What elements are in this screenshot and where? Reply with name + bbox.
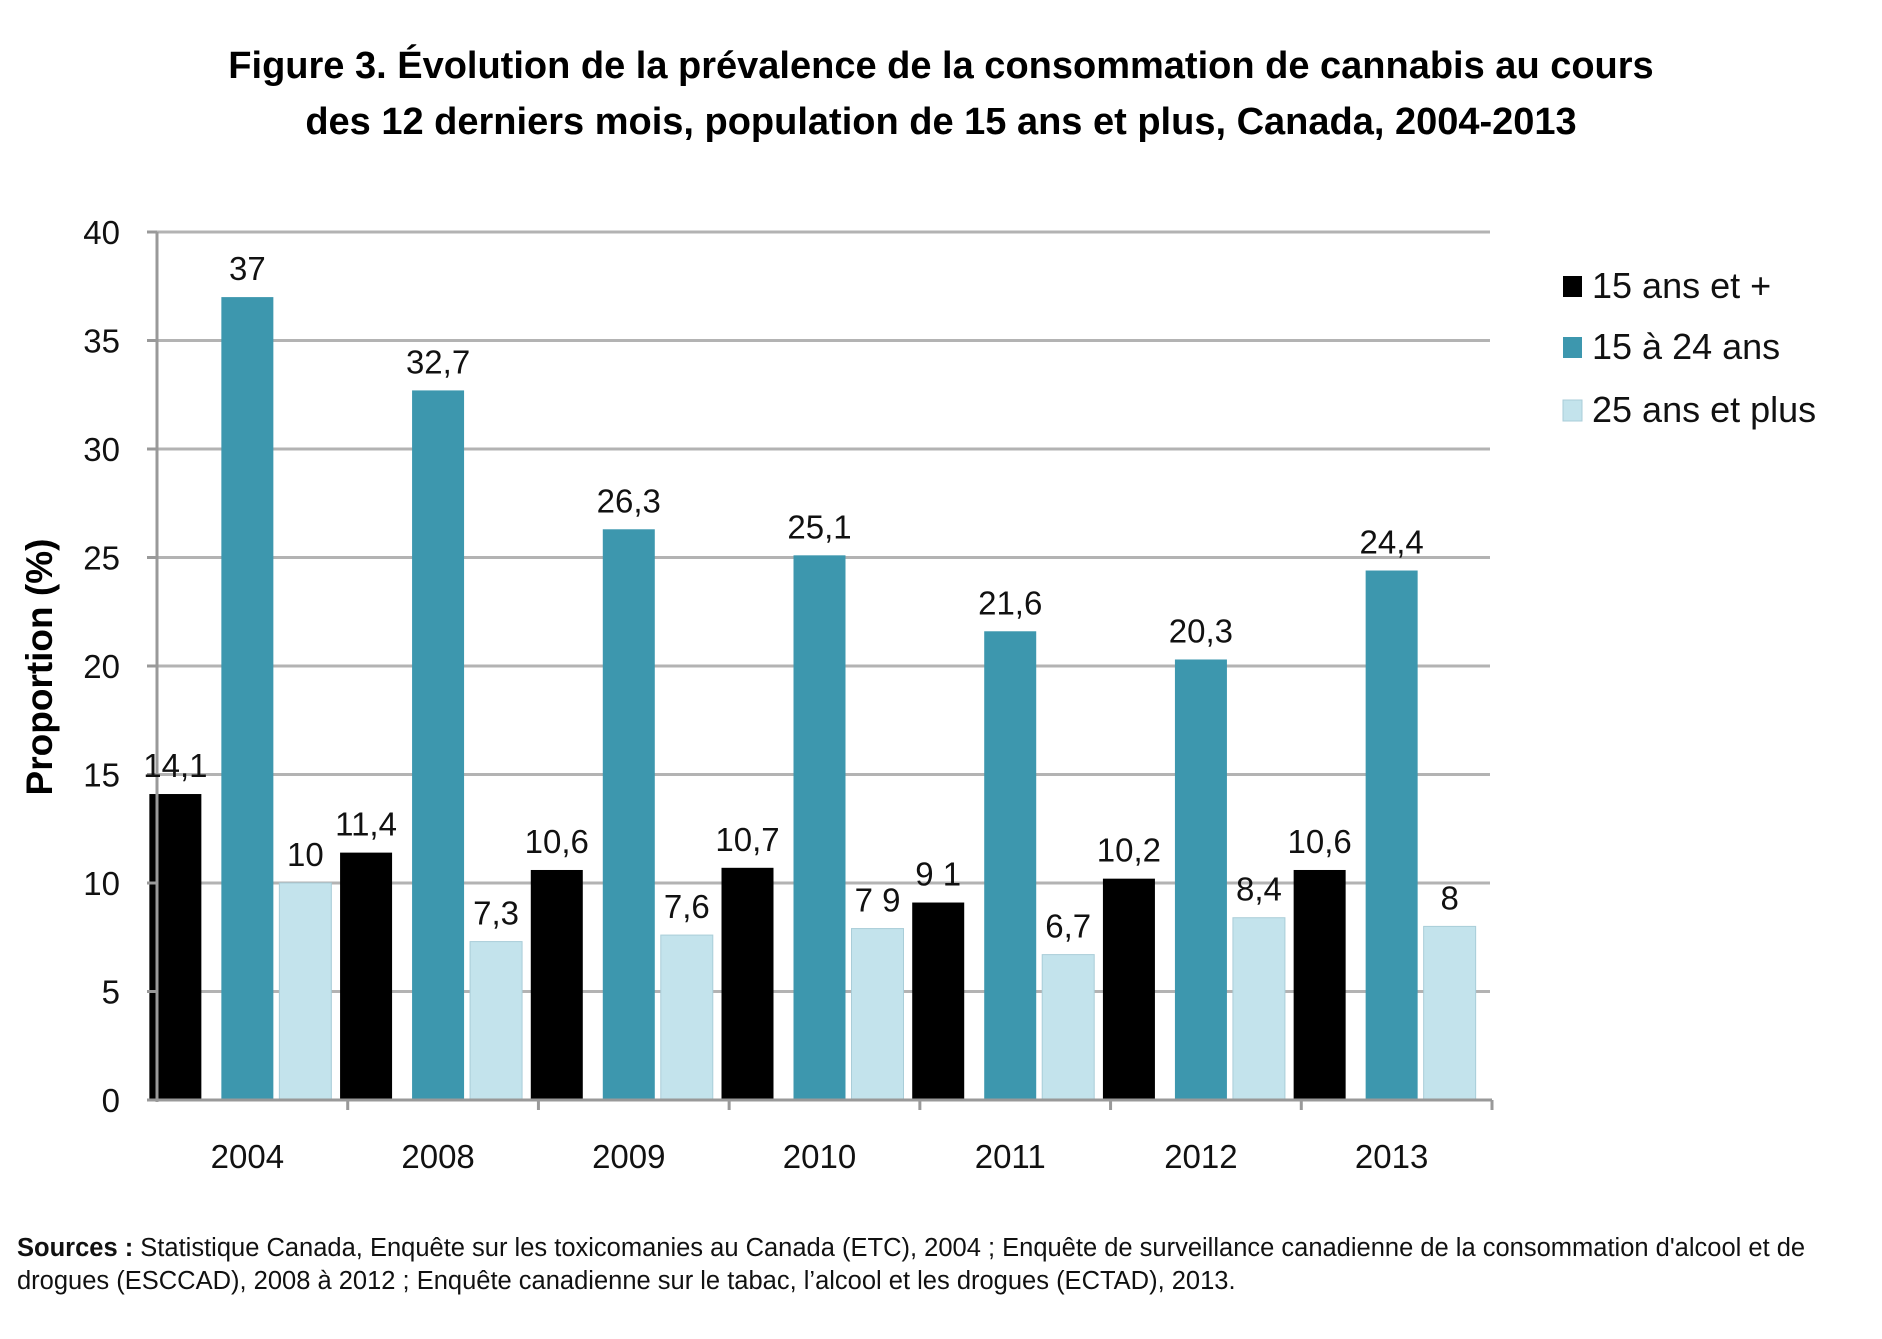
- bar: [721, 867, 774, 1100]
- data-label: 10,6: [1288, 823, 1352, 860]
- bar: [469, 941, 523, 1101]
- data-label: 25,1: [787, 508, 851, 545]
- chart-title-line1: Figure 3. Évolution de la prévalence de …: [228, 45, 1654, 87]
- data-label: 9 1: [915, 856, 961, 893]
- data-label: 7,3: [473, 895, 519, 932]
- y-tick-label: 5: [102, 974, 120, 1011]
- legend-label: 15 à 24 ans: [1592, 326, 1780, 367]
- y-tick-label: 35: [83, 323, 120, 360]
- y-tick-label: 15: [83, 757, 120, 794]
- y-tick-label: 10: [83, 865, 120, 902]
- legend-swatch: [1562, 399, 1583, 422]
- bar: [1232, 917, 1286, 1101]
- axes: 0 5 10 15 20 25 30 35 40 Proportion (%) 2004 2008 20…: [19, 214, 1494, 1175]
- data-label: 32,7: [406, 343, 470, 380]
- bar: [912, 902, 965, 1100]
- legend-swatch: [1563, 276, 1582, 297]
- data-label: 6,7: [1045, 908, 1091, 945]
- x-tick-label: 2011: [975, 1138, 1046, 1175]
- x-tick-label: 2012: [1164, 1138, 1237, 1175]
- x-tick-label: 2009: [592, 1138, 665, 1175]
- data-label: 10: [287, 836, 324, 873]
- bar: [984, 631, 1037, 1100]
- data-label: 10,6: [525, 823, 589, 860]
- data-label: 10,7: [715, 821, 779, 858]
- bar: [340, 852, 393, 1100]
- y-tick-label: 25: [83, 540, 120, 577]
- bar: [851, 928, 904, 1101]
- bars: [149, 297, 1477, 1101]
- sources-text: Statistique Canada, Enquête sur les toxi…: [17, 1234, 1806, 1295]
- bar: [1102, 878, 1155, 1100]
- bar: [1423, 925, 1477, 1101]
- bar: [530, 869, 583, 1100]
- bar: [660, 934, 714, 1101]
- bar: [1041, 954, 1095, 1101]
- bar: [793, 555, 846, 1100]
- chart-title: Figure 3. Évolution de la prévalence de …: [0, 38, 1882, 150]
- x-tick-label: 2004: [211, 1138, 284, 1175]
- legend-label: 25 ans et plus: [1592, 389, 1816, 430]
- data-label: 8,4: [1236, 871, 1282, 908]
- sources-note: Sources : Statistique Canada, Enquête su…: [17, 1232, 1877, 1298]
- y-axis-title: Proportion (%): [19, 539, 60, 796]
- data-label: 7 9: [855, 882, 901, 919]
- data-label: 14,1: [143, 747, 207, 784]
- data-label: 37: [229, 250, 266, 287]
- y-tick-label: 0: [102, 1082, 120, 1119]
- data-label: 21,6: [978, 584, 1042, 621]
- bar: [1293, 869, 1346, 1100]
- y-tick-label: 20: [83, 648, 120, 685]
- data-label: 8: [1440, 879, 1458, 916]
- sources-label: Sources :: [17, 1234, 134, 1262]
- bar: [1365, 570, 1418, 1100]
- legend-swatch: [1563, 337, 1582, 358]
- data-label: 24,4: [1360, 524, 1424, 561]
- data-labels: 14,1371011,432,77,310,626,37,610,725,17 …: [143, 250, 1459, 945]
- data-label: 7,6: [664, 888, 710, 925]
- x-tick-label: 2008: [401, 1138, 474, 1175]
- chart-title-line2: des 12 derniers mois, population de 15 a…: [305, 101, 1577, 143]
- data-label: 26,3: [597, 482, 661, 519]
- data-label: 20,3: [1169, 612, 1233, 649]
- y-tick-label: 40: [83, 214, 120, 251]
- legend: 15 ans et + 15 à 24 ans 25 ans et plus: [1562, 265, 1816, 430]
- data-label: 11,4: [335, 806, 397, 843]
- x-tick-label: 2010: [783, 1138, 856, 1175]
- bar: [278, 882, 332, 1101]
- bar: [1174, 659, 1227, 1100]
- bar-chart: 0 5 10 15 20 25 30 35 40 Proportion (%) 2004 2008 20…: [19, 214, 1816, 1175]
- bar: [602, 529, 655, 1100]
- bar: [221, 297, 274, 1101]
- legend-label: 15 ans et +: [1592, 265, 1771, 306]
- x-tick-label: 2013: [1355, 1138, 1428, 1175]
- bar: [412, 390, 465, 1100]
- y-tick-label: 30: [83, 431, 120, 468]
- data-label: 10,2: [1097, 832, 1161, 869]
